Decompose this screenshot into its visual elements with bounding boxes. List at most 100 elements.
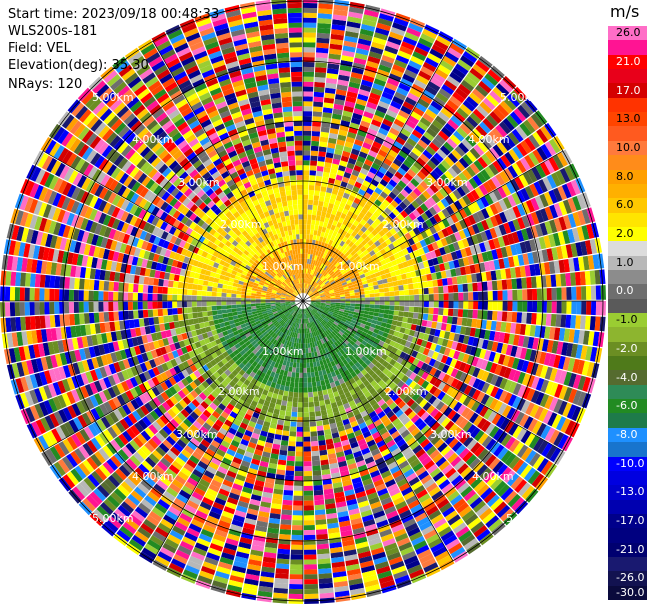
radar-gate bbox=[423, 177, 433, 187]
radar-gate bbox=[305, 283, 308, 289]
radar-gate bbox=[310, 286, 315, 291]
radar-gate bbox=[309, 254, 313, 260]
radar-gate bbox=[376, 423, 386, 432]
radar-gate bbox=[315, 519, 327, 525]
radar-gate bbox=[357, 236, 365, 243]
radar-gate bbox=[322, 258, 327, 265]
radar-gate bbox=[369, 260, 376, 266]
radar-gate bbox=[342, 347, 348, 353]
radar-gate bbox=[439, 145, 451, 156]
radar-gate bbox=[389, 31, 404, 41]
radar-gate bbox=[579, 271, 586, 286]
radar-gate bbox=[383, 309, 390, 315]
radar-gate bbox=[571, 227, 580, 242]
radar-gate bbox=[344, 251, 351, 257]
radar-gate bbox=[323, 325, 329, 331]
radar-gate bbox=[500, 268, 507, 280]
radar-gate bbox=[516, 190, 526, 203]
radar-gate bbox=[387, 390, 396, 398]
radar-gate bbox=[357, 352, 364, 359]
radar-gate bbox=[331, 188, 339, 196]
radar-gate bbox=[434, 550, 450, 562]
radar-gate bbox=[303, 224, 307, 230]
radar-gate bbox=[476, 172, 487, 184]
radar-gate bbox=[346, 183, 354, 191]
radar-gate bbox=[584, 240, 593, 255]
radar-gate bbox=[303, 263, 305, 269]
radar-gate bbox=[575, 315, 582, 329]
radar-gate bbox=[590, 285, 597, 300]
radar-gate bbox=[504, 420, 515, 434]
radar-gate bbox=[312, 309, 317, 314]
radar-gate bbox=[379, 301, 385, 305]
radar-gate bbox=[319, 328, 324, 334]
radar-gate bbox=[525, 199, 536, 213]
radar-gate bbox=[358, 252, 365, 259]
radar-gate bbox=[359, 323, 366, 328]
radar-gate bbox=[328, 257, 334, 263]
radar-gate bbox=[329, 172, 337, 180]
radar-gate bbox=[384, 338, 392, 345]
radar-gate bbox=[285, 381, 291, 387]
radar-gate bbox=[487, 291, 493, 301]
radar-gate bbox=[275, 568, 289, 575]
radar-gate bbox=[330, 258, 336, 265]
radar-gate bbox=[586, 223, 595, 239]
radar-gate bbox=[382, 199, 391, 208]
radar-gate bbox=[282, 494, 293, 501]
radar-gate bbox=[308, 199, 314, 205]
radar-gate bbox=[369, 335, 376, 342]
radar-gate bbox=[498, 332, 506, 343]
radar-gate bbox=[483, 240, 491, 252]
radar-gate bbox=[540, 144, 553, 159]
radar-gate bbox=[393, 196, 403, 205]
radar-gate bbox=[433, 301, 439, 308]
radar-gate bbox=[435, 401, 445, 411]
radar-gate bbox=[470, 427, 481, 439]
radar-gate bbox=[385, 40, 400, 50]
radar-gate bbox=[372, 402, 380, 411]
radar-gate bbox=[407, 277, 413, 284]
radar-gate bbox=[472, 389, 481, 401]
radar-gate bbox=[303, 101, 313, 107]
radar-gate bbox=[360, 410, 369, 418]
radar-gate bbox=[420, 362, 429, 371]
radar-gate bbox=[439, 330, 446, 339]
radar-gate bbox=[308, 269, 312, 275]
radar-gate bbox=[325, 302, 331, 304]
radar-gate bbox=[556, 287, 562, 300]
radar-gate bbox=[303, 214, 308, 220]
radar-gate bbox=[441, 83, 455, 96]
radar-gate bbox=[512, 289, 518, 301]
radar-gate bbox=[320, 409, 328, 416]
radar-gate bbox=[307, 382, 313, 388]
radar-gate bbox=[516, 398, 526, 411]
radar-gate bbox=[292, 505, 303, 511]
radar-gate bbox=[383, 157, 393, 167]
radar-gate bbox=[318, 273, 323, 279]
radar-gate bbox=[437, 130, 450, 141]
radar-gate bbox=[378, 288, 385, 293]
radar-gate bbox=[461, 317, 468, 327]
radar-gate bbox=[562, 230, 571, 245]
radar-gate bbox=[516, 278, 523, 289]
radar-gate bbox=[493, 428, 504, 441]
radar-gate bbox=[482, 310, 488, 320]
radar-gate bbox=[386, 77, 400, 87]
radar-gate bbox=[334, 242, 340, 249]
radar-gate bbox=[408, 364, 417, 372]
radar-gate bbox=[480, 393, 490, 406]
radar-gate bbox=[536, 301, 543, 313]
radar-gate bbox=[363, 310, 370, 315]
radar-gate bbox=[303, 288, 305, 294]
radar-gate bbox=[323, 271, 328, 277]
radar-gate bbox=[354, 139, 364, 147]
radar-gate bbox=[303, 471, 313, 477]
radar-gate bbox=[489, 441, 501, 454]
radar-gate bbox=[287, 445, 296, 452]
radar-gate bbox=[448, 293, 454, 301]
radar-gate bbox=[354, 386, 361, 393]
radar-gate bbox=[309, 170, 317, 176]
radar-gate bbox=[360, 226, 368, 233]
radar-gate bbox=[485, 271, 492, 281]
